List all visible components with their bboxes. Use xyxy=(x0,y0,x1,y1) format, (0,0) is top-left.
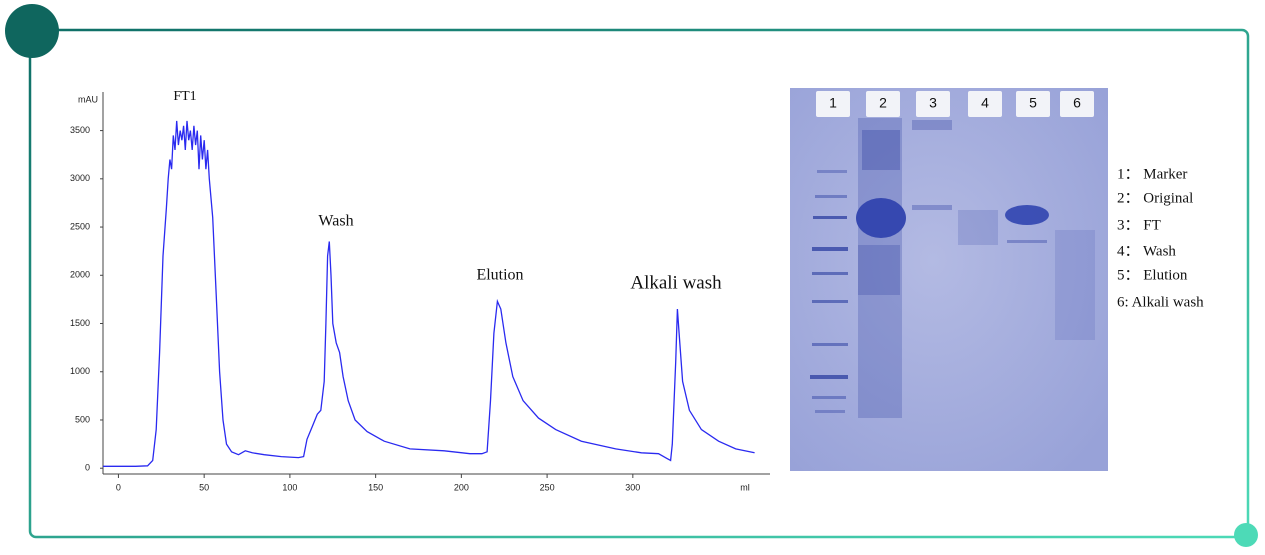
line xyxy=(103,120,755,467)
legend-entry: 6: Alkali wash xyxy=(1117,294,1204,310)
corner-dot xyxy=(1234,523,1258,547)
y-tick-label: 3500 xyxy=(70,125,90,135)
x-axis-label: ml xyxy=(740,482,750,492)
gel xyxy=(790,88,1108,471)
annotation: Alkali wash xyxy=(630,272,722,293)
x-tick-label: 300 xyxy=(625,482,640,492)
bands xyxy=(810,118,1095,418)
lane-label: 1 xyxy=(829,95,837,111)
x-tick-label: 50 xyxy=(199,482,209,492)
y-tick-label: 3000 xyxy=(70,173,90,183)
x-tick-label: 0 xyxy=(116,482,121,492)
annotation: Elution xyxy=(476,267,523,284)
gel-legend: 1： Marker 2： Original 3： FT 4： Wash 5： Eluti… xyxy=(1117,166,1204,310)
y-tick-label: 1000 xyxy=(70,366,90,376)
x-tick-label: 100 xyxy=(282,482,297,492)
y-tick-label: 0 xyxy=(85,463,90,473)
lane-well xyxy=(1016,91,1050,117)
lane-label: 4 xyxy=(981,95,989,111)
lane-well xyxy=(968,91,1002,117)
lane-well xyxy=(916,91,950,117)
x-tick-label: 200 xyxy=(454,482,469,492)
gel-image: 1 2 3 4 5 6 xyxy=(790,88,1108,471)
lane-label: 6 xyxy=(1073,95,1081,111)
lane-label: 3 xyxy=(929,95,937,111)
lane-label: 5 xyxy=(1029,95,1037,111)
legend-entry: 3： FT xyxy=(1117,217,1161,233)
legend-entry: 1： Marker xyxy=(1117,166,1187,182)
y-tick-label: 2500 xyxy=(70,221,90,231)
frame xyxy=(28,28,1250,539)
corner-dot xyxy=(5,4,59,58)
y-tick-label: 2000 xyxy=(70,270,90,280)
y-tick-label: 500 xyxy=(75,414,90,424)
lane-well xyxy=(1060,91,1094,117)
lane-well xyxy=(816,91,850,117)
legend-entry: 5： Elution xyxy=(1117,267,1188,283)
lane-well xyxy=(866,91,900,117)
x-tick-label: 150 xyxy=(368,482,383,492)
chromatogram: mAU ml 0 500 1000 1500 2000 2500 3000 3500 0 50 10… xyxy=(70,89,770,492)
y-tick-label: 1500 xyxy=(70,318,90,328)
legend-entry: 2： Original xyxy=(1117,190,1193,206)
y-axis-label: mAU xyxy=(78,94,98,104)
annotation: Wash xyxy=(318,213,353,230)
x-tick-label: 250 xyxy=(540,482,555,492)
annotation: FT1 xyxy=(173,89,196,104)
lane-label: 2 xyxy=(879,95,887,111)
legend-entry: 4： Wash xyxy=(1117,243,1176,259)
